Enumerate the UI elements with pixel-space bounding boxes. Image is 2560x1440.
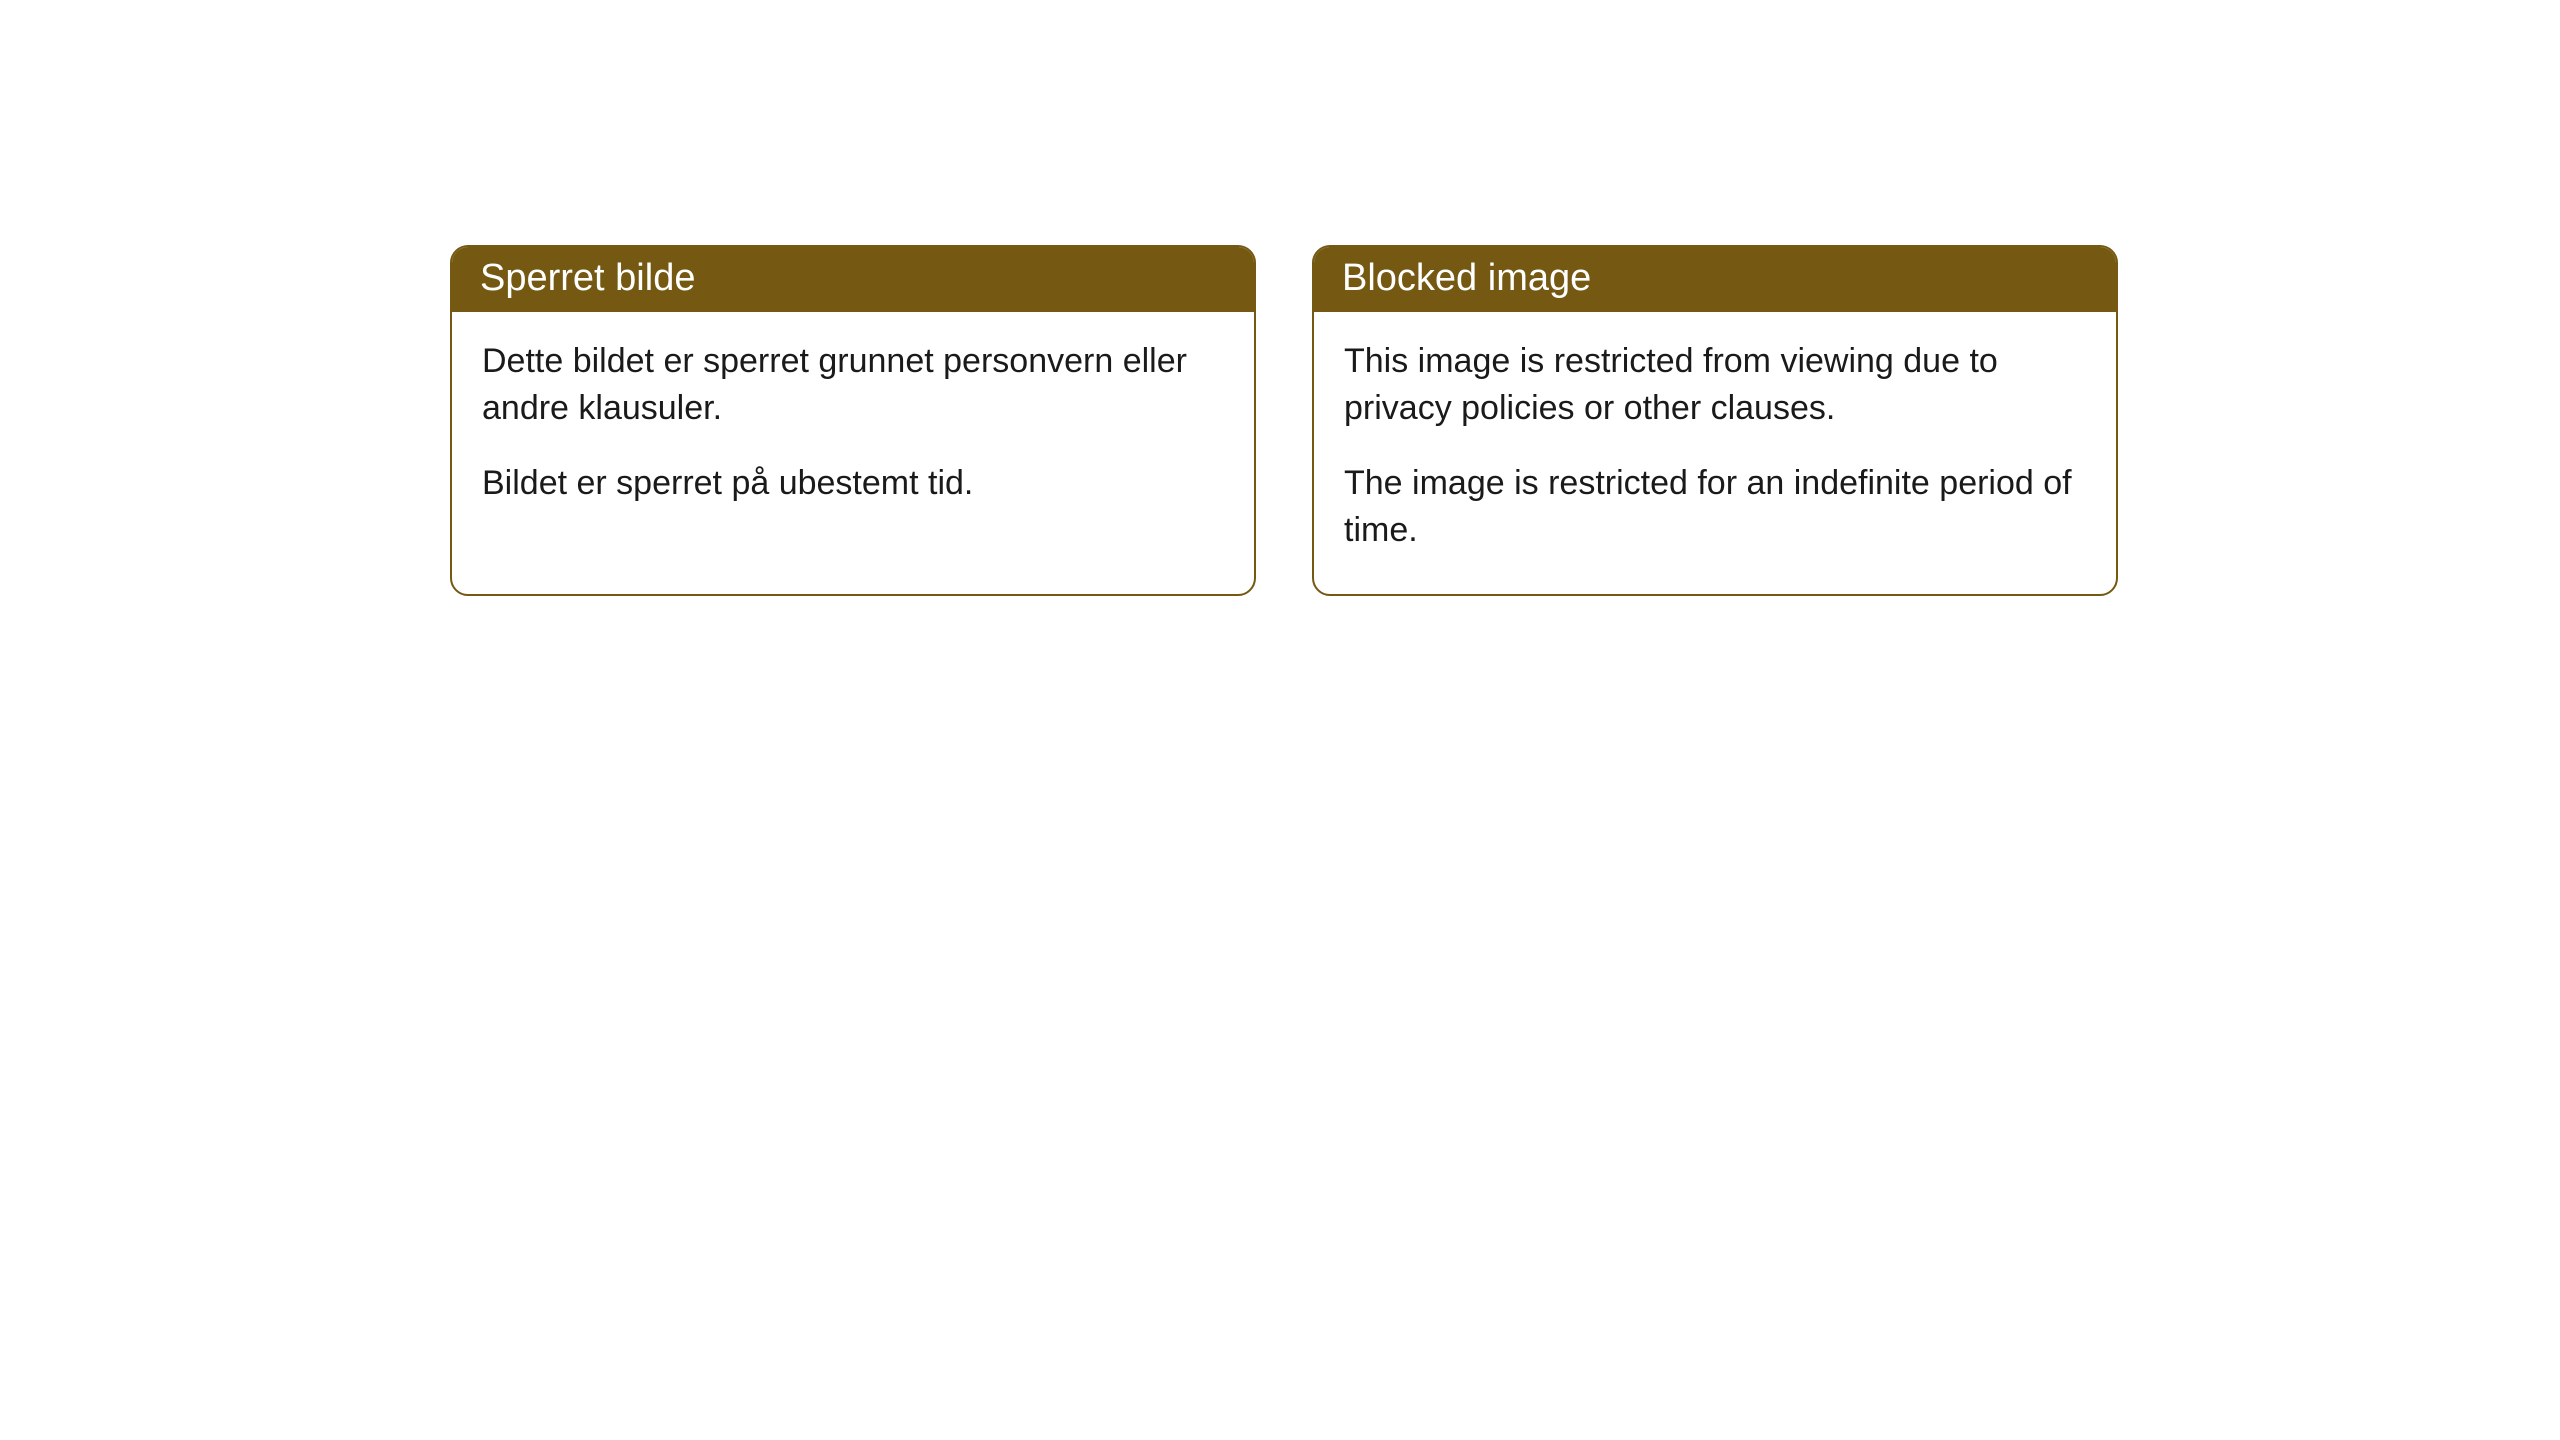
blocked-image-card-english: Blocked image This image is restricted f… [1312, 245, 2118, 596]
card-paragraph: Dette bildet er sperret grunnet personve… [482, 338, 1224, 432]
card-header: Sperret bilde [452, 247, 1254, 312]
blocked-image-card-norwegian: Sperret bilde Dette bildet er sperret gr… [450, 245, 1256, 596]
card-body: Dette bildet er sperret grunnet personve… [452, 312, 1254, 547]
card-paragraph: This image is restricted from viewing du… [1344, 338, 2086, 432]
card-paragraph: Bildet er sperret på ubestemt tid. [482, 460, 1224, 507]
card-paragraph: The image is restricted for an indefinit… [1344, 460, 2086, 554]
card-body: This image is restricted from viewing du… [1314, 312, 2116, 594]
card-header: Blocked image [1314, 247, 2116, 312]
notice-cards-container: Sperret bilde Dette bildet er sperret gr… [450, 245, 2560, 596]
